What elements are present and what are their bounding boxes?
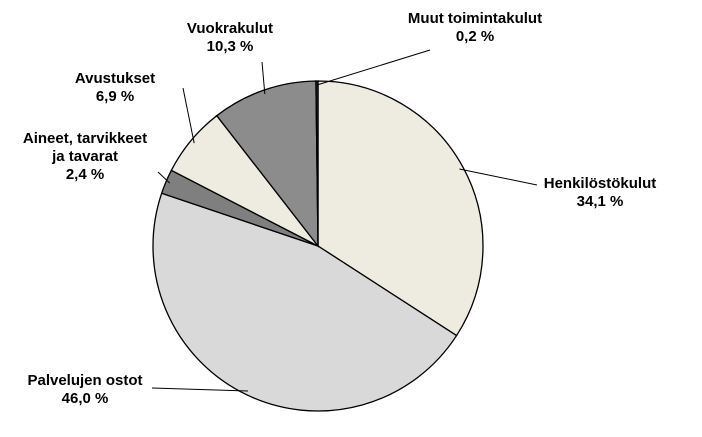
category-label: Aineet, tarvikkeet ja tavarat	[22, 130, 148, 165]
slice-label: Aineet, tarvikkeet ja tavarat 2,4 %	[20, 130, 150, 184]
category-label: Henkilöstökulut	[543, 175, 657, 192]
slice-label: Vuokrakulut 10,3 %	[160, 20, 300, 56]
value-label: 46,0 %	[61, 390, 109, 407]
category-label: Avustukset	[74, 70, 156, 87]
value-label: 34,1 %	[576, 193, 624, 210]
leader-line	[459, 168, 538, 186]
value-label: 0,2 %	[455, 28, 495, 45]
category-label: Palvelujen ostot	[27, 372, 143, 389]
slice-label: Avustukset 6,9 %	[50, 70, 180, 106]
slice-label: Muut toimintakulut 0,2 %	[400, 10, 550, 46]
value-label: 6,9 %	[95, 88, 135, 105]
value-label: 2,4 %	[65, 166, 105, 183]
pie-slice	[152, 192, 458, 412]
slice-label: Palvelujen ostot 46,0 %	[20, 372, 150, 408]
pie-slice	[215, 80, 319, 248]
slice-label: Henkilöstökulut 34,1 %	[520, 175, 680, 211]
category-label: Muut toimintakulut	[407, 10, 543, 27]
leader-line	[151, 387, 249, 392]
leader-line	[182, 87, 195, 144]
value-label: 10,3 %	[206, 38, 254, 55]
leader-line	[261, 61, 266, 95]
pie-slice	[315, 80, 319, 247]
category-label: Vuokrakulut	[186, 20, 274, 37]
leader-line	[316, 49, 431, 86]
leader-line	[157, 171, 171, 184]
